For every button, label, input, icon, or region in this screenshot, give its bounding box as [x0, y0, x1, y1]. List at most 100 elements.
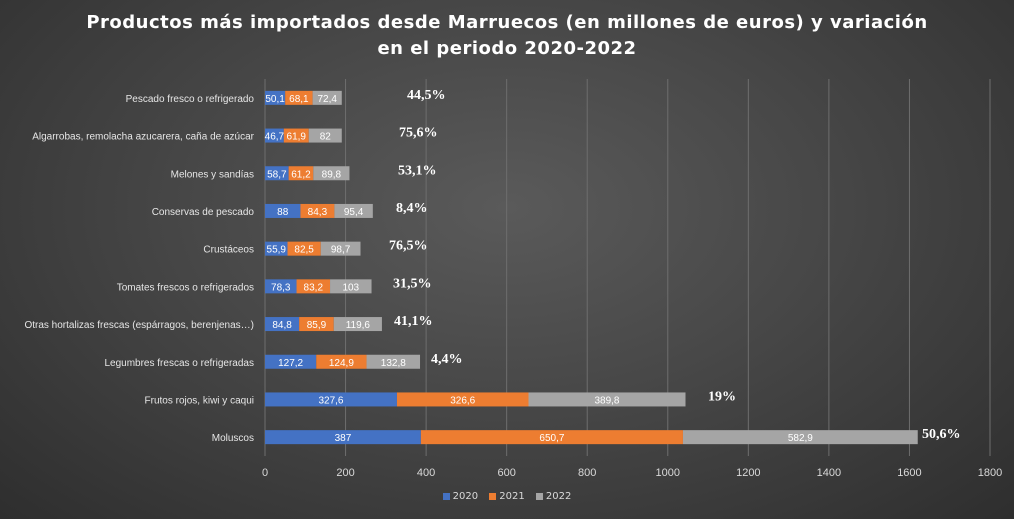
- legend-label-2020: 2020: [452, 491, 479, 502]
- legend-item-2020: 2020: [442, 491, 479, 502]
- x-tick-label-200: 200: [336, 467, 354, 479]
- data-label-2022-4: 95,4: [344, 207, 364, 218]
- category-label-1: Pescado fresco o refrigerado: [126, 94, 255, 105]
- category-label-2: Algarrobas, remolacha azucarera, caña de…: [32, 132, 254, 143]
- data-label-2020-2: 46,7: [265, 132, 285, 143]
- x-tick-label-0: 0: [262, 467, 268, 479]
- bar-2021-7: [299, 317, 334, 332]
- bar-2022-3: [313, 166, 350, 181]
- bar-2020-7: [265, 317, 300, 332]
- legend-item-2022: 2022: [535, 491, 572, 502]
- bar-2020-5: [265, 241, 288, 256]
- bar-2021-6: [296, 279, 331, 294]
- legend-swatch-2021: [489, 492, 497, 500]
- bar-2020-6: [265, 279, 297, 294]
- x-tick-label-600: 600: [497, 467, 515, 479]
- category-label-3: Melones y sandías: [171, 169, 254, 180]
- variation-annotation-3: 53,1%: [398, 163, 437, 178]
- legend-item-2021: 2021: [489, 491, 525, 502]
- bars: 50,1 68,1 72,4 46,7 61,9 82 58,7 61,2 89,8 88 84,3…: [265, 90, 918, 445]
- data-label-2021-8: 124,9: [329, 358, 354, 369]
- category-label-7: Otras hortalizas frescas (espárragos, be…: [24, 320, 254, 331]
- data-label-2022-8: 132,8: [381, 358, 406, 369]
- data-label-2020-1: 50,1: [265, 94, 285, 105]
- legend: 2020 2021 2022: [0, 491, 1014, 502]
- x-tick-label-1600: 1600: [897, 467, 921, 479]
- data-label-2021-6: 83,2: [304, 282, 324, 293]
- data-label-2021-10: 650,7: [539, 433, 564, 444]
- category-label-5: Crustáceos: [203, 245, 254, 256]
- category-label-8: Legumbres frescas o refrigeradas: [104, 358, 254, 369]
- data-label-2020-4: 88: [277, 207, 289, 218]
- bar-2022-2: [308, 128, 342, 143]
- data-label-2020-3: 58,7: [267, 169, 287, 180]
- legend-label-2021: 2021: [499, 491, 525, 502]
- data-label-2022-9: 389,8: [594, 395, 619, 406]
- variation-annotation-9: 19%: [708, 389, 736, 404]
- data-label-2021-3: 61,2: [291, 169, 311, 180]
- bar-2020-2: [265, 128, 284, 143]
- variation-annotation-5: 76,5%: [389, 239, 428, 254]
- data-label-2020-5: 55,9: [267, 245, 287, 256]
- variation-annotation-7: 41,1%: [394, 314, 433, 329]
- bar-2020-8: [265, 354, 317, 369]
- bar-2022-1: [312, 90, 342, 105]
- bar-2022-9: [528, 392, 686, 407]
- variation-annotation-2: 75,6%: [399, 126, 438, 141]
- bar-2020-10: [265, 430, 421, 445]
- bar-2021-8: [316, 354, 367, 369]
- bar-2022-7: [333, 317, 382, 332]
- bar-2021-3: [288, 166, 314, 181]
- x-tick-label-1200: 1200: [736, 467, 760, 479]
- bar-2020-4: [265, 203, 301, 218]
- data-label-2021-1: 68,1: [289, 94, 309, 105]
- data-label-2020-10: 387: [335, 433, 352, 444]
- variation-annotation-10: 50,6%: [922, 427, 961, 442]
- category-label-10: Moluscos: [212, 433, 254, 444]
- x-tick-label-1000: 1000: [656, 467, 680, 479]
- data-label-2021-5: 82,5: [294, 245, 314, 256]
- category-label-4: Conservas de pescado: [152, 207, 255, 218]
- variation-annotation-6: 31,5%: [393, 276, 432, 291]
- category-labels: Pescado fresco o refrigerado Algarrobas, …: [24, 94, 254, 444]
- data-label-2022-2: 82: [320, 132, 332, 143]
- data-label-2020-9: 327,6: [318, 395, 343, 406]
- data-label-2021-4: 84,3: [308, 207, 328, 218]
- bar-2021-9: [396, 392, 529, 407]
- legend-label-2022: 2022: [545, 491, 572, 502]
- data-label-2022-7: 119,6: [346, 320, 371, 331]
- x-tick-label-1800: 1800: [978, 467, 1002, 479]
- bar-2022-4: [334, 203, 373, 218]
- legend-swatch-2022: [535, 492, 543, 500]
- variation-annotation-4: 8,4%: [396, 201, 428, 216]
- variation-annotations: 44,5% 75,6% 53,1% 8,4% 76,5% 31,5% 41,1% 4,4% 19…: [389, 88, 961, 442]
- bar-2021-1: [285, 90, 313, 105]
- x-axis-ticks: 0 200 400 600 800 1000 1200 1400 1600 1800: [262, 467, 1002, 479]
- data-label-2021-9: 326,6: [450, 395, 475, 406]
- legend-swatch-2020: [442, 492, 450, 500]
- bar-2021-2: [283, 128, 309, 143]
- data-label-2021-7: 85,9: [307, 320, 327, 331]
- bar-2022-8: [366, 354, 421, 369]
- x-tick-label-400: 400: [417, 467, 435, 479]
- category-label-9: Frutos rojos, kiwi y caqui: [145, 395, 254, 406]
- bar-2021-10: [420, 430, 683, 445]
- x-tick-label-1400: 1400: [817, 467, 841, 479]
- chart-title: Productos más importados desde Marruecos…: [0, 10, 1014, 62]
- bar-2020-3: [265, 166, 289, 181]
- data-label-2020-6: 78,3: [271, 282, 291, 293]
- data-label-2022-6: 103: [342, 282, 359, 293]
- variation-annotation-1: 44,5%: [407, 88, 446, 103]
- variation-annotation-8: 4,4%: [431, 352, 463, 367]
- bar-2022-5: [320, 241, 361, 256]
- bar-2020-9: [265, 392, 397, 407]
- bar-2022-6: [330, 279, 372, 294]
- data-label-2021-2: 61,9: [287, 132, 307, 143]
- data-label-2022-5: 98,7: [331, 245, 351, 256]
- data-label-2022-1: 72,4: [317, 94, 337, 105]
- data-label-2020-8: 127,2: [278, 358, 303, 369]
- bar-2021-4: [300, 203, 335, 218]
- chart-title-line-1: Productos más importados desde Marruecos…: [86, 12, 928, 33]
- bar-2021-5: [287, 241, 321, 256]
